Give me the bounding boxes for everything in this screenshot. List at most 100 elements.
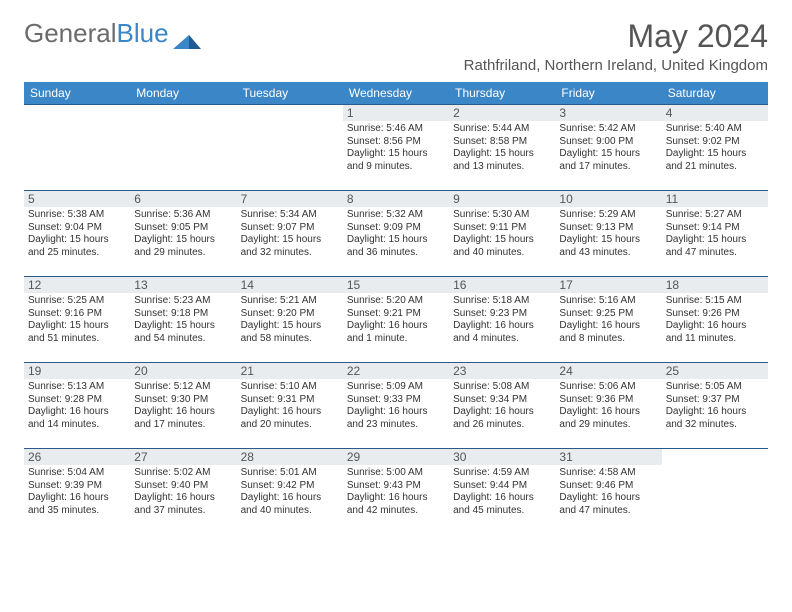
sunrise-text: Sunrise: 5:27 AM — [666, 209, 764, 222]
calendar-day-cell: 2Sunrise: 5:44 AMSunset: 8:58 PMDaylight… — [449, 105, 555, 191]
day-details: Sunrise: 5:23 AMSunset: 9:18 PMDaylight:… — [134, 295, 232, 345]
calendar-day-cell: 19 Sunrise: 5:13 AMSunset: 9:28 PMDayligh… — [24, 363, 130, 449]
weekday-header: Saturday — [662, 82, 768, 105]
calendar-day-cell: 28Sunrise: 5:01 AMSunset: 9:42 PMDayligh… — [237, 449, 343, 535]
daylight-text: Daylight: 16 hours and 45 minutes. — [453, 492, 551, 517]
calendar-day-cell: 15Sunrise: 5:20 AMSunset: 9:21 PMDayligh… — [343, 277, 449, 363]
calendar-day-cell: 29Sunrise: 5:00 AMSunset: 9:43 PMDayligh… — [343, 449, 449, 535]
calendar-day-cell: 5Sunrise: 5:38 AMSunset: 9:04 PMDaylight… — [24, 191, 130, 277]
day-number: 27 — [130, 449, 236, 465]
daylight-text: Daylight: 15 hours and 32 minutes. — [241, 234, 339, 259]
sunrise-text: Sunrise: 5:23 AM — [134, 295, 232, 308]
sunrise-text: Sunrise: 5:38 AM — [28, 209, 126, 222]
day-details: Sunrise: 5:13 AMSunset: 9:28 PMDaylight:… — [28, 381, 126, 431]
day-details: Sunrise: 5:05 AMSunset: 9:37 PMDaylight:… — [666, 381, 764, 431]
sunset-text: Sunset: 9:30 PM — [134, 394, 232, 407]
weekday-header: Tuesday — [237, 82, 343, 105]
day-number: 29 — [343, 449, 449, 465]
weekday-header: Friday — [555, 82, 661, 105]
sunrise-text: Sunrise: 5:08 AM — [453, 381, 551, 394]
sunrise-text: Sunrise: 5:01 AM — [241, 467, 339, 480]
day-details: Sunrise: 5:36 AMSunset: 9:05 PMDaylight:… — [134, 209, 232, 259]
logo-text-2: Blue — [117, 18, 169, 49]
calendar-head: SundayMondayTuesdayWednesdayThursdayFrid… — [24, 82, 768, 105]
weekday-header: Sunday — [24, 82, 130, 105]
calendar-day-cell: 12Sunrise: 5:25 AMSunset: 9:16 PMDayligh… — [24, 277, 130, 363]
day-number: 24 — [555, 363, 661, 379]
weekday-header: Thursday — [449, 82, 555, 105]
day-details: Sunrise: 5:34 AMSunset: 9:07 PMDaylight:… — [241, 209, 339, 259]
sunset-text: Sunset: 9:39 PM — [28, 480, 126, 493]
daylight-text: Daylight: 15 hours and 47 minutes. — [666, 234, 764, 259]
day-details: Sunrise: 5:10 AMSunset: 9:31 PMDaylight:… — [241, 381, 339, 431]
calendar-day-cell: 7Sunrise: 5:34 AMSunset: 9:07 PMDaylight… — [237, 191, 343, 277]
day-number: 6 — [130, 191, 236, 207]
sunrise-text: Sunrise: 5:13 AM — [28, 381, 126, 394]
day-number: 21 — [237, 363, 343, 379]
day-number: 8 — [343, 191, 449, 207]
sunset-text: Sunset: 8:56 PM — [347, 136, 445, 149]
sunset-text: Sunset: 9:23 PM — [453, 308, 551, 321]
day-details: Sunrise: 5:20 AMSunset: 9:21 PMDaylight:… — [347, 295, 445, 345]
sunset-text: Sunset: 9:34 PM — [453, 394, 551, 407]
sunrise-text: Sunrise: 5:44 AM — [453, 123, 551, 136]
sunrise-text: Sunrise: 5:21 AM — [241, 295, 339, 308]
day-number: 17 — [555, 277, 661, 293]
calendar-day-cell: 16Sunrise: 5:18 AMSunset: 9:23 PMDayligh… — [449, 277, 555, 363]
day-details: Sunrise: 5:38 AMSunset: 9:04 PMDaylight:… — [28, 209, 126, 259]
month-title: May 2024 — [464, 18, 768, 55]
calendar-day-cell: 27 Sunrise: 5:02 AMSunset: 9:40 PMDayligh… — [130, 449, 236, 535]
day-details: Sunrise: 5:06 AMSunset: 9:36 PMDaylight:… — [559, 381, 657, 431]
sunrise-text: Sunrise: 4:59 AM — [453, 467, 551, 480]
day-details: Sunrise: 5:01 AMSunset: 9:42 PMDaylight:… — [241, 467, 339, 517]
sunset-text: Sunset: 9:09 PM — [347, 222, 445, 235]
sunrise-text: Sunrise: 5:09 AM — [347, 381, 445, 394]
day-number: 10 — [555, 191, 661, 207]
calendar-day-cell: 1Sunrise: 5:46 AMSunset: 8:56 PMDaylight… — [343, 105, 449, 191]
day-details: Sunrise: 5:12 AMSunset: 9:30 PMDaylight:… — [134, 381, 232, 431]
day-number: 9 — [449, 191, 555, 207]
sunset-text: Sunset: 9:04 PM — [28, 222, 126, 235]
sunrise-text: Sunrise: 5:15 AM — [666, 295, 764, 308]
header: GeneralBlue May 2024 Rathfriland, Northe… — [24, 18, 768, 74]
sunrise-text: Sunrise: 5:40 AM — [666, 123, 764, 136]
logo-text-1: General — [24, 18, 117, 49]
sunrise-text: Sunrise: 5:36 AM — [134, 209, 232, 222]
day-details: Sunrise: 5:02 AMSunset: 9:40 PMDaylight:… — [134, 467, 232, 517]
title-block: May 2024 Rathfriland, Northern Ireland, … — [464, 18, 768, 74]
sunset-text: Sunset: 9:13 PM — [559, 222, 657, 235]
day-details: Sunrise: 5:04 AMSunset: 9:39 PMDaylight:… — [28, 467, 126, 517]
daylight-text: Daylight: 15 hours and 13 minutes. — [453, 148, 551, 173]
sunrise-text: Sunrise: 5:10 AM — [241, 381, 339, 394]
sunset-text: Sunset: 9:18 PM — [134, 308, 232, 321]
calendar-page: GeneralBlue May 2024 Rathfriland, Northe… — [0, 0, 792, 553]
weekday-row: SundayMondayTuesdayWednesdayThursdayFrid… — [24, 82, 768, 105]
day-details: Sunrise: 5:27 AMSunset: 9:14 PMDaylight:… — [666, 209, 764, 259]
daylight-text: Daylight: 15 hours and 25 minutes. — [28, 234, 126, 259]
calendar-day-cell — [237, 105, 343, 191]
daylight-text: Daylight: 15 hours and 17 minutes. — [559, 148, 657, 173]
day-number: 26 — [24, 449, 130, 465]
day-number: 11 — [662, 191, 768, 207]
calendar-week-row: 26 Sunrise: 5:04 AMSunset: 9:39 PMDayligh… — [24, 449, 768, 535]
daylight-text: Daylight: 16 hours and 1 minute. — [347, 320, 445, 345]
sunrise-text: Sunrise: 5:25 AM — [28, 295, 126, 308]
daylight-text: Daylight: 16 hours and 11 minutes. — [666, 320, 764, 345]
calendar-day-cell: 25Sunrise: 5:05 AMSunset: 9:37 PMDayligh… — [662, 363, 768, 449]
daylight-text: Daylight: 16 hours and 29 minutes. — [559, 406, 657, 431]
daylight-text: Daylight: 15 hours and 29 minutes. — [134, 234, 232, 259]
calendar-day-cell: 4Sunrise: 5:40 AMSunset: 9:02 PMDaylight… — [662, 105, 768, 191]
calendar-day-cell: 30Sunrise: 4:59 AMSunset: 9:44 PMDayligh… — [449, 449, 555, 535]
calendar-day-cell: 31Sunrise: 4:58 AMSunset: 9:46 PMDayligh… — [555, 449, 661, 535]
daylight-text: Daylight: 16 hours and 37 minutes. — [134, 492, 232, 517]
calendar-day-cell — [130, 105, 236, 191]
calendar-day-cell: 20Sunrise: 5:12 AMSunset: 9:30 PMDayligh… — [130, 363, 236, 449]
calendar-day-cell: 21 Sunrise: 5:10 AMSunset: 9:31 PMDayligh… — [237, 363, 343, 449]
weekday-header: Monday — [130, 82, 236, 105]
daylight-text: Daylight: 15 hours and 9 minutes. — [347, 148, 445, 173]
day-number: 19 — [24, 363, 130, 379]
day-details: Sunrise: 5:29 AMSunset: 9:13 PMDaylight:… — [559, 209, 657, 259]
day-number: 4 — [662, 105, 768, 121]
day-number: 2 — [449, 105, 555, 121]
sunset-text: Sunset: 9:21 PM — [347, 308, 445, 321]
